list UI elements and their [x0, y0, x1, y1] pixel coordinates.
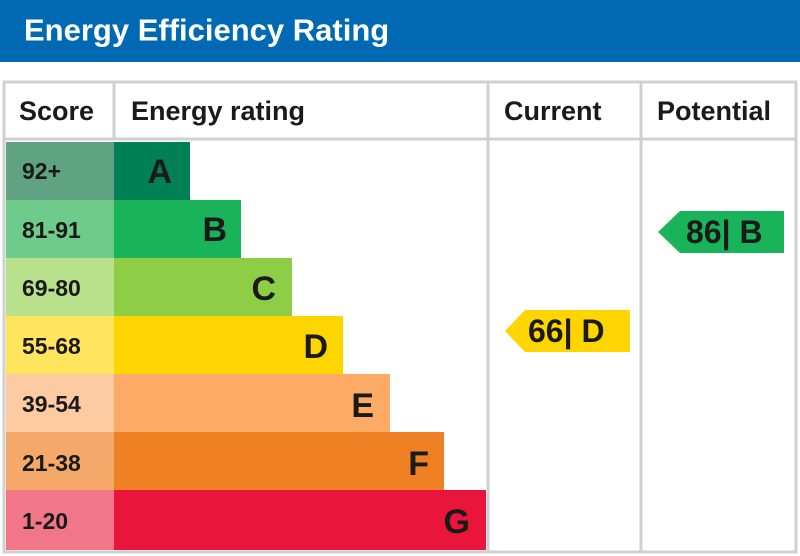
score-cell — [6, 258, 114, 316]
score-cell — [6, 200, 114, 258]
rating-letter: A — [147, 153, 172, 191]
rating-letter: E — [351, 387, 374, 425]
score: 39-54 — [22, 391, 81, 417]
column-header: Energy rating — [131, 96, 305, 126]
rating-letter: F — [408, 445, 429, 483]
row-e: 39-54 E — [6, 374, 390, 432]
rating-bar — [114, 258, 292, 316]
score: 55-68 — [22, 333, 81, 359]
rating-letter: D — [303, 328, 328, 366]
title-bar — [0, 0, 800, 62]
potential-arrow — [658, 211, 784, 253]
score-cell — [6, 316, 114, 374]
score: 21-38 — [22, 450, 81, 476]
current-arrow — [505, 310, 630, 352]
rating-letter: G — [444, 503, 470, 541]
column-header: Potential — [657, 96, 771, 126]
score-cell — [6, 142, 114, 200]
column-header: Current — [504, 96, 602, 126]
row-d: 55-68 D — [6, 316, 343, 374]
rating-letter: B — [202, 211, 227, 249]
rating-bar — [114, 142, 190, 200]
potential-rating: 86| B — [686, 214, 763, 250]
score-cell — [6, 432, 114, 490]
row-b: 81-91 B — [6, 200, 241, 258]
rating-letter: C — [251, 270, 276, 308]
score: 92+ — [22, 158, 61, 184]
score: 69-80 — [22, 275, 81, 301]
score: 81-91 — [22, 217, 81, 243]
row-c: 69-80 C — [6, 258, 292, 316]
rating-bar — [114, 432, 444, 490]
score-cell — [6, 374, 114, 432]
score-cell — [6, 490, 114, 550]
rating-bar — [114, 316, 343, 374]
rating-bar — [114, 200, 241, 258]
title: Energy Efficiency Rating — [24, 13, 389, 48]
row-f: 21-38 F — [6, 432, 444, 490]
current-rating: 66| D — [528, 313, 605, 349]
row-a: 92+ A — [6, 142, 190, 200]
rating-bar — [114, 490, 486, 550]
score: 1-20 — [22, 508, 68, 534]
column-header: Score — [19, 96, 94, 126]
row-g: 1-20 G — [6, 490, 486, 550]
rating-bar — [114, 374, 390, 432]
grid — [2, 80, 798, 554]
